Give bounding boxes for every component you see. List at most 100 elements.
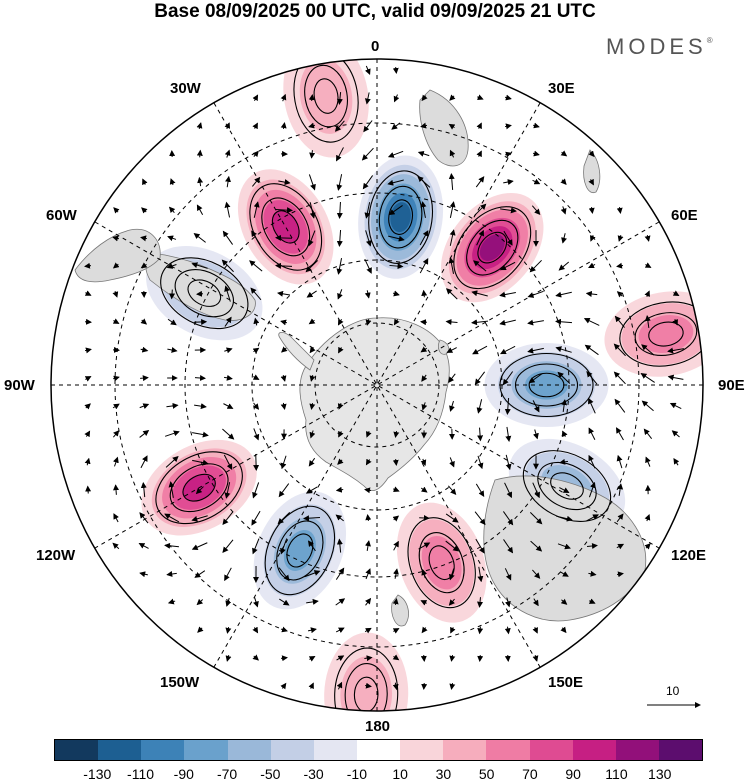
wind-arrow [644,262,652,268]
wind-arrow [477,455,484,470]
colorbar-tick-label: -50 [260,766,281,782]
wind-arrow [527,347,544,354]
wind-arrow [280,655,288,662]
colorbar-tick-label: -30 [303,766,324,782]
wind-arrow [139,571,148,578]
wind-arrow [250,287,262,301]
wind-arrow [449,94,456,101]
wind-arrow [364,487,372,494]
wind-arrow [253,201,260,218]
wind-arrow [251,230,261,246]
wind-arrow [280,319,288,326]
wind-arrow [448,568,455,581]
wind-arrow [365,230,372,247]
wind-arrow [529,259,542,273]
wind-arrow [471,290,488,297]
wind-arrow [225,626,232,634]
wind-arrow [419,514,430,521]
wind-arrow [477,566,484,583]
wind-arrow [304,570,321,578]
madagascar [583,149,601,194]
wind-arrow [280,455,287,470]
wind-arrow [140,318,148,325]
wind-arrow [532,569,541,579]
wind-arrow [112,291,119,298]
wind-arrow [392,628,400,634]
wind-arrow [475,538,485,554]
wind-arrow [447,485,457,495]
wind-arrow [305,486,318,494]
streamline-contour [293,59,359,143]
wind-arrow [224,316,232,327]
wind-arrow [392,290,400,297]
wind-arrow [561,399,568,413]
wind-arrow [308,656,316,662]
wind-arrow [280,374,287,382]
wind-arrow [445,540,460,552]
wind-arrow [164,542,179,549]
colorbar-swatch [184,740,228,760]
wind-arrow [477,597,484,608]
wind-arrow [224,122,231,130]
wind-arrow [393,540,399,551]
wind-arrow [85,485,92,494]
wind-arrow [112,318,120,324]
colorbar-swatch [227,740,271,760]
wind-arrow [393,486,400,493]
wind-arrow [164,430,180,437]
wind-arrow [113,484,120,495]
brand-name: MODES [606,34,707,59]
wind-arrow [555,318,573,325]
wind-arrow [167,318,177,326]
graticule [51,59,703,711]
wind-arrow [449,229,456,246]
streamline-contour [550,472,584,500]
label-30e: 30E [548,80,575,97]
wind-arrow [309,202,316,219]
wind-arrow [559,571,569,577]
latitude-circle-3 [184,192,570,578]
wind-arrow [337,458,344,465]
wind-arrow [500,261,516,271]
wind-arrow [252,654,259,661]
wind-arrow [112,430,120,438]
wind-arrow [253,453,260,471]
wind-arrow [169,289,176,300]
wind-arrow [560,626,567,634]
wind-arrow [365,431,372,438]
wind-arrow [191,262,208,269]
wind-arrow [335,567,345,580]
colorbar-swatch [443,740,487,760]
wind-arrow [616,291,624,298]
wind-arrow [336,201,343,219]
label-90e: 90E [718,377,745,394]
wind-arrow [504,482,513,499]
wind-arrow [252,150,259,158]
wind-arrow [560,206,567,215]
wind-arrow [166,402,179,409]
wind-arrow [586,370,598,385]
colorbar-tick-label: -90 [173,766,194,782]
wind-arrow [559,458,569,465]
wind-arrow [84,290,92,296]
wind-arrow [308,682,314,690]
wind-arrow [365,458,372,466]
wind-arrow [585,514,599,522]
wind-arrow [504,568,512,581]
colorbar [54,739,703,761]
wind-arrow [196,149,203,158]
wind-arrow [308,318,316,325]
wind-arrow [168,481,175,498]
wind-arrow [499,345,516,355]
wind-arrow [84,403,91,410]
reference-vector-value: 10 [666,684,680,698]
wind-arrow [277,290,291,297]
wind-arrow [139,429,150,438]
wind-arrow [477,626,484,635]
wind-arrow [475,176,485,188]
colorbar-tick-label: -70 [216,766,238,782]
wind-arrow [113,207,120,214]
wind-arrow [168,206,176,214]
wind-arrow [84,430,91,438]
wind-arrow [504,94,512,101]
